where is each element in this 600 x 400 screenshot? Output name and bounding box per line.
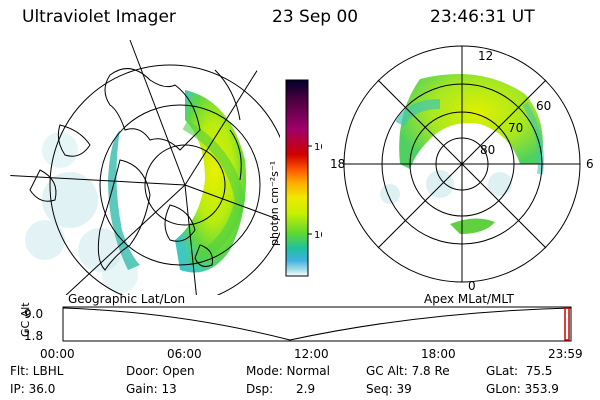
colorbar-tick-10: 10 (314, 230, 322, 241)
right-panel-caption: Apex MLat/MLT (424, 292, 514, 306)
mlat-label-80: 80 (480, 143, 495, 157)
current-time-marker (564, 307, 570, 341)
timeline-ytick-max: 9.0 (24, 307, 43, 321)
mlt-label-dawn: 6 (586, 157, 594, 171)
time-label: 23:46:31 UT (430, 7, 535, 27)
coastlines (29, 68, 242, 271)
mode-info: Mode: Normal (246, 364, 330, 378)
background-noise (25, 132, 138, 293)
seq-info: Seq: 39 (366, 382, 412, 396)
timeline-ytick-min: 1.8 (24, 329, 43, 343)
filter-info: Flt: LBHL (10, 364, 64, 378)
color-bar (285, 79, 309, 277)
gc-alt-info: GC Alt: 7.8 Re (366, 364, 450, 378)
ip-info: IP: 36.0 (10, 382, 56, 396)
aurora-arc-left (108, 130, 140, 270)
left-panel-caption: Geographic Lat/Lon (68, 292, 186, 306)
color-scale: 100 10 photon cm⁻²s⁻¹ (268, 79, 322, 277)
gain-info: Gain: 13 (126, 382, 177, 396)
polar-grid (343, 45, 581, 283)
lon-grid (10, 39, 280, 295)
mlt-label-noon: 12 (478, 49, 493, 63)
timeline-axis-title: GC Alt (19, 302, 32, 337)
timeline-frame (62, 306, 572, 342)
door-info: Door: Open (126, 364, 195, 378)
timeline-xtick-0000: 00:00 (40, 347, 75, 361)
colorbar-unit-label: photon cm⁻²s⁻¹ (268, 161, 281, 246)
orbit-timeline: GC Alt 9.0 1.8 00:00 06:00 12:00 18:00 2… (19, 302, 583, 361)
date-label: 23 Sep 00 (272, 7, 359, 27)
mlat-mlt-plot: 12 6 0 18 60 70 80 (330, 45, 594, 293)
mlt-label-midnight: 0 (468, 279, 476, 293)
glon-info: GLon: 353.9 (486, 382, 559, 396)
instrument-title: Ultraviolet Imager (22, 7, 176, 27)
geographic-map (10, 39, 280, 295)
mlt-label-dusk: 18 (330, 157, 345, 171)
timeline-xtick-0600: 06:00 (167, 347, 202, 361)
glat-info: GLat: 75.5 (486, 364, 553, 378)
altitude-curve (62, 307, 572, 341)
lat-grid (49, 64, 280, 295)
timeline-xtick-2359: 23:59 (548, 347, 583, 361)
dsp-info: Dsp: 2.9 (246, 382, 316, 396)
mlat-label-70: 70 (508, 121, 523, 135)
timeline-xtick-1200: 12:00 (294, 347, 329, 361)
mlat-label-60: 60 (536, 99, 551, 113)
timeline-xtick-1800: 18:00 (421, 347, 456, 361)
aurora-patch-south (450, 218, 495, 234)
colorbar-tick-100: 100 (314, 142, 322, 153)
